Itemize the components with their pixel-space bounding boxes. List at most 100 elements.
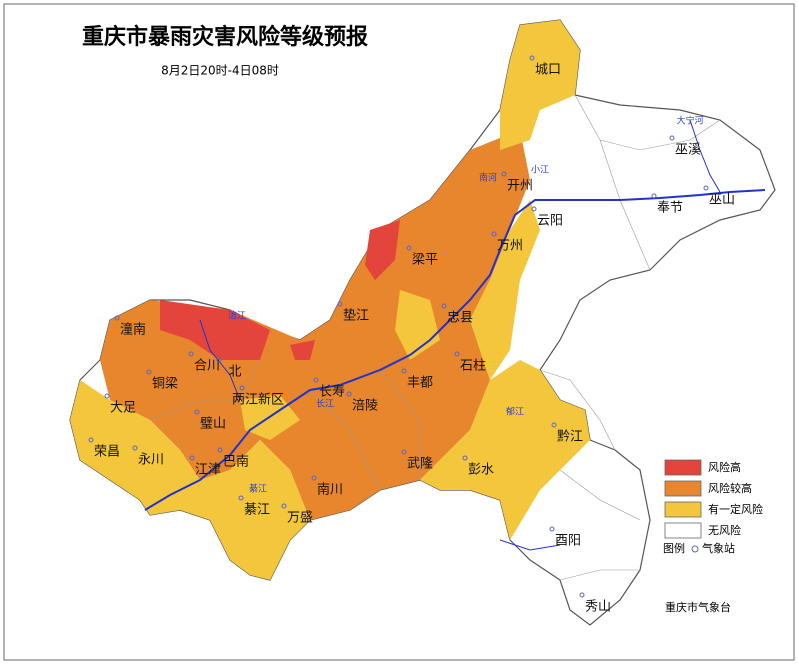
station <box>703 185 709 191</box>
place-label: 大足 <box>110 401 136 416</box>
place-label: 永川 <box>138 453 164 468</box>
station <box>337 301 343 307</box>
station <box>551 422 557 428</box>
legend-label: 风险高 <box>708 460 741 474</box>
place-label: 巫溪 <box>675 143 701 158</box>
station <box>441 303 447 309</box>
place-label: 两江新区 <box>232 392 284 408</box>
map-title: 重庆市暴雨灾害风险等级预报 <box>82 24 368 50</box>
river-label: 大宁河 <box>676 115 703 127</box>
station <box>239 385 245 391</box>
station <box>529 55 535 61</box>
station <box>401 449 407 455</box>
source: 重庆市气象台 <box>665 600 731 614</box>
station <box>669 135 675 141</box>
place-label: 秀山 <box>585 600 611 615</box>
region-some <box>420 360 590 540</box>
place-label: 江津 <box>195 463 221 478</box>
river-label: 綦江 <box>249 483 267 495</box>
legend-swatch <box>664 480 702 497</box>
station <box>114 315 120 321</box>
region-some <box>470 200 540 380</box>
station <box>549 526 555 532</box>
region-high <box>290 340 315 360</box>
station <box>104 393 110 399</box>
station <box>454 351 460 357</box>
station <box>531 206 537 212</box>
place-label: 武隆 <box>407 457 433 472</box>
station <box>188 351 194 357</box>
place-label: 彭水 <box>468 463 494 478</box>
station <box>146 369 152 375</box>
station <box>281 503 287 509</box>
river-label: 郁江 <box>506 406 524 418</box>
station <box>501 171 507 177</box>
region-some <box>395 290 440 360</box>
river-label: 南河 <box>479 172 497 184</box>
station <box>217 447 223 453</box>
river <box>499 539 561 551</box>
station <box>216 357 222 363</box>
legend-swatch <box>664 501 702 518</box>
county-border <box>574 94 721 151</box>
station <box>238 495 244 501</box>
station <box>401 368 407 374</box>
station <box>311 475 317 481</box>
region-high <box>365 220 400 280</box>
place-label: 开州 <box>507 179 533 194</box>
legend-label: 有一定风险 <box>708 502 763 516</box>
place-label: 丰都 <box>407 376 433 391</box>
place-label: 南川 <box>317 482 343 498</box>
legend-swatch <box>664 459 702 476</box>
county-border <box>559 569 640 581</box>
place-label: 黔江 <box>557 430 583 445</box>
place-label: 北 <box>228 365 241 380</box>
place-label: 万盛 <box>287 511 313 526</box>
place-label: 万州 <box>497 239 523 254</box>
region-some <box>70 380 310 580</box>
place-label: 巫山 <box>709 193 735 208</box>
place-label: 合川 <box>194 359 220 374</box>
river <box>199 319 241 401</box>
station <box>462 455 468 461</box>
region-high <box>160 300 270 360</box>
county-border <box>539 369 616 451</box>
legend-label: 无风险 <box>708 523 741 537</box>
county-border <box>149 359 261 421</box>
yangtze-river <box>144 189 766 511</box>
region-higher <box>100 130 530 520</box>
station <box>313 377 319 383</box>
station <box>132 445 138 451</box>
river-label: 涪江 <box>228 310 246 322</box>
station-symbol <box>691 545 699 553</box>
place-label: 酉阳 <box>555 534 581 549</box>
station <box>579 592 585 598</box>
river <box>689 119 721 193</box>
station <box>346 391 352 397</box>
river-label: 小江 <box>531 165 549 176</box>
place-label: 城口 <box>535 63 561 78</box>
place-label: 云阳 <box>537 214 563 229</box>
river-label: 长江 <box>316 398 334 410</box>
station <box>651 193 657 199</box>
place-label: 垫江 <box>343 308 369 324</box>
place-label: 荣昌 <box>94 445 120 460</box>
map-subtitle: 8月2日20时-4日08时 <box>161 64 279 78</box>
place-label: 潼南 <box>120 322 146 338</box>
station <box>491 231 497 237</box>
region-some <box>500 20 580 150</box>
place-label: 忠县 <box>447 311 473 326</box>
place-label: 铜梁 <box>152 377 178 392</box>
county-border <box>379 369 421 480</box>
legend-swatch <box>664 522 702 539</box>
station <box>194 409 200 415</box>
station <box>406 245 412 251</box>
place-label: 梁平 <box>412 253 438 268</box>
place-label: 涪陵 <box>352 399 378 414</box>
place-label: 石柱 <box>460 359 486 374</box>
county-border <box>309 389 381 491</box>
place-label: 綦江 <box>244 503 270 518</box>
